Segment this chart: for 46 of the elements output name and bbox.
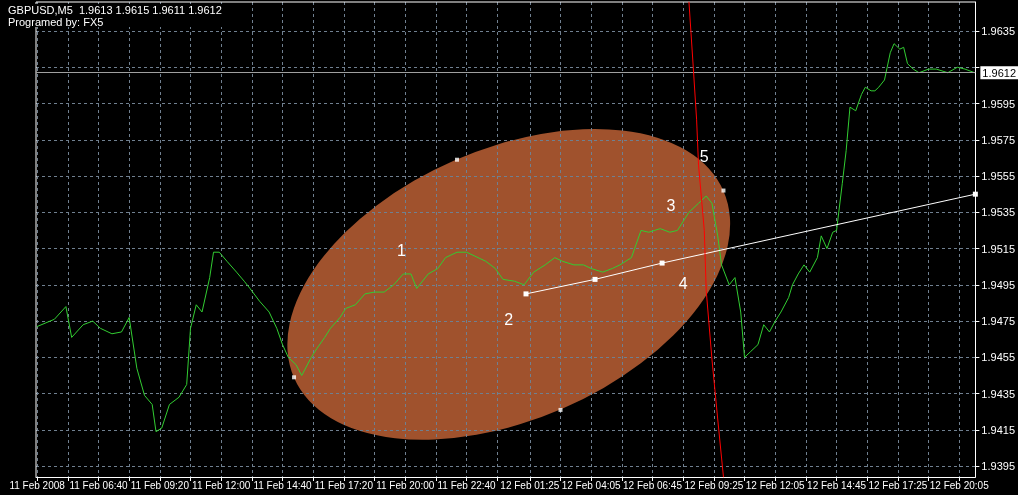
y-tick-label: 1.9395 xyxy=(981,460,1016,473)
x-tick-label: 12 Feb 01:25 xyxy=(500,479,560,491)
point xyxy=(454,157,459,162)
y-tick-label: 1.9435 xyxy=(981,387,1016,400)
ref-line-label: 1.9612 xyxy=(982,66,1017,79)
annotation: 3 xyxy=(666,196,676,214)
x-tick-label: 12 Feb 09:25 xyxy=(684,479,744,491)
x-tick-label: 12 Feb 14:45 xyxy=(807,479,867,491)
annotation: 2 xyxy=(504,310,514,328)
point xyxy=(292,375,297,380)
y-tick-label: 1.9415 xyxy=(981,423,1016,436)
x-tick-label: 11 Feb 09:20 xyxy=(130,479,190,491)
y-tick-label: 1.9595 xyxy=(981,97,1016,110)
point xyxy=(592,276,598,282)
x-tick-label: 11 Feb 14:40 xyxy=(253,479,313,491)
x-tick-label: 11 Feb 22:40 xyxy=(437,479,497,491)
x-tick-label: 11 Feb 2008 xyxy=(9,479,66,491)
y-tick-label: 1.9475 xyxy=(981,315,1016,328)
annotation: 4 xyxy=(678,274,688,292)
point xyxy=(659,260,665,266)
y-tick-label: 1.9515 xyxy=(981,242,1016,255)
point xyxy=(558,407,563,412)
point xyxy=(523,291,529,297)
x-tick-label: 11 Feb 06:40 xyxy=(69,479,129,491)
y-tick-label: 1.9635 xyxy=(981,25,1016,38)
y-tick-label: 1.9575 xyxy=(981,133,1016,146)
annotation: 1 xyxy=(396,241,406,259)
x-tick-label: 11 Feb 17:20 xyxy=(314,479,374,491)
x-tick-label: 11 Feb 20:00 xyxy=(376,479,435,491)
point xyxy=(972,191,978,197)
line-series xyxy=(36,43,976,433)
annotation: 5 xyxy=(699,147,709,165)
x-tick-label: 12 Feb 17:25 xyxy=(868,479,928,491)
x-tick-label: 12 Feb 20:05 xyxy=(929,479,990,491)
x-tick-label: 12 Feb 06:45 xyxy=(623,479,683,491)
line-series xyxy=(688,1,724,478)
x-tick-label: 11 Feb 12:00 xyxy=(192,479,251,491)
y-tick-label: 1.9495 xyxy=(981,278,1016,291)
y-tick-label: 1.9535 xyxy=(981,206,1016,219)
y-tick-label: 1.9555 xyxy=(981,170,1016,183)
x-tick-label: 12 Feb 04:05 xyxy=(561,479,622,491)
text: Programed by: FX5 xyxy=(8,15,104,28)
chart-title: GBPUSD,M5 1.9613 1.9615 1.9611 1.9612 xyxy=(8,3,222,16)
y-tick-label: 1.9455 xyxy=(981,351,1016,364)
x-tick-label: 12 Feb 12:05 xyxy=(745,479,806,491)
point xyxy=(721,188,726,193)
